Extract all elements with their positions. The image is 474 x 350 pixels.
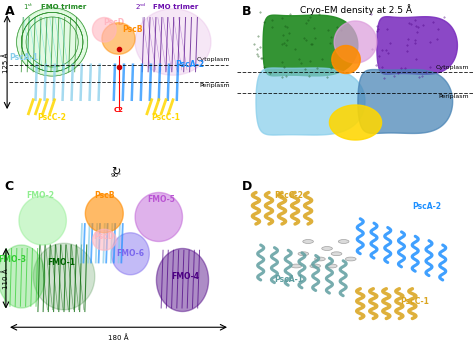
Text: ↻: ↻ [111,167,121,176]
Polygon shape [358,70,453,133]
Text: A: A [5,5,14,18]
Text: 125 Å: 125 Å [2,53,9,73]
Text: C2: C2 [114,107,123,113]
Text: PscA-1: PscA-1 [9,53,38,62]
Text: PscC-1: PscC-1 [401,296,429,306]
Text: PscC-1: PscC-1 [152,113,180,122]
Text: 2ⁿᵈ: 2ⁿᵈ [135,4,145,10]
Text: PscC-2: PscC-2 [275,191,303,201]
Text: FMO-1: FMO-1 [47,258,76,267]
Ellipse shape [291,264,301,268]
Ellipse shape [315,257,325,261]
Polygon shape [256,68,365,135]
Text: FMO trimer: FMO trimer [153,4,198,10]
Ellipse shape [298,252,309,256]
Text: PscC-2: PscC-2 [38,113,66,122]
Text: PscD: PscD [94,232,115,241]
Polygon shape [19,196,66,245]
Text: PscA-2: PscA-2 [175,60,204,69]
Ellipse shape [331,252,342,256]
Polygon shape [111,233,149,275]
Polygon shape [135,9,211,75]
Polygon shape [0,245,45,308]
Text: FMO-4: FMO-4 [171,272,199,281]
Text: D: D [242,180,252,193]
Text: 90°: 90° [110,173,122,178]
Text: Cryo-EM density at 2.5 Å: Cryo-EM density at 2.5 Å [300,4,411,15]
Polygon shape [92,18,116,42]
Text: FMO-3: FMO-3 [0,254,26,264]
Text: FMO-2: FMO-2 [26,191,55,201]
Text: 1ˢᵗ: 1ˢᵗ [24,4,33,10]
Text: PscB: PscB [94,191,115,201]
Text: C: C [5,180,14,193]
Ellipse shape [322,246,332,251]
Text: B: B [242,5,251,18]
Ellipse shape [310,264,320,268]
Ellipse shape [303,239,313,244]
Text: 180 Å: 180 Å [108,334,129,341]
Polygon shape [377,17,457,74]
Text: FMO-6: FMO-6 [116,249,145,258]
Text: Periplasm: Periplasm [438,93,469,99]
Polygon shape [33,243,95,310]
Ellipse shape [338,239,349,244]
Polygon shape [102,23,135,54]
Text: 110 Å: 110 Å [2,268,9,288]
Polygon shape [263,15,358,76]
Text: PscA-1: PscA-1 [274,275,304,285]
Text: FMO-5: FMO-5 [147,195,175,204]
Polygon shape [329,105,382,140]
Text: PscA-2: PscA-2 [412,202,441,211]
Polygon shape [85,194,123,233]
Text: Cytoplasm: Cytoplasm [436,65,469,70]
Polygon shape [156,248,209,312]
Polygon shape [92,229,116,250]
Text: Periplasm: Periplasm [199,83,230,88]
Polygon shape [17,9,88,75]
Text: Cytoplasm: Cytoplasm [196,57,230,62]
Polygon shape [135,193,182,242]
Text: PscB: PscB [122,25,143,34]
Text: PscD: PscD [103,18,124,27]
Text: FMO trimer: FMO trimer [41,4,87,10]
Ellipse shape [327,264,337,268]
Polygon shape [332,46,360,74]
Ellipse shape [346,257,356,261]
Polygon shape [334,21,377,63]
